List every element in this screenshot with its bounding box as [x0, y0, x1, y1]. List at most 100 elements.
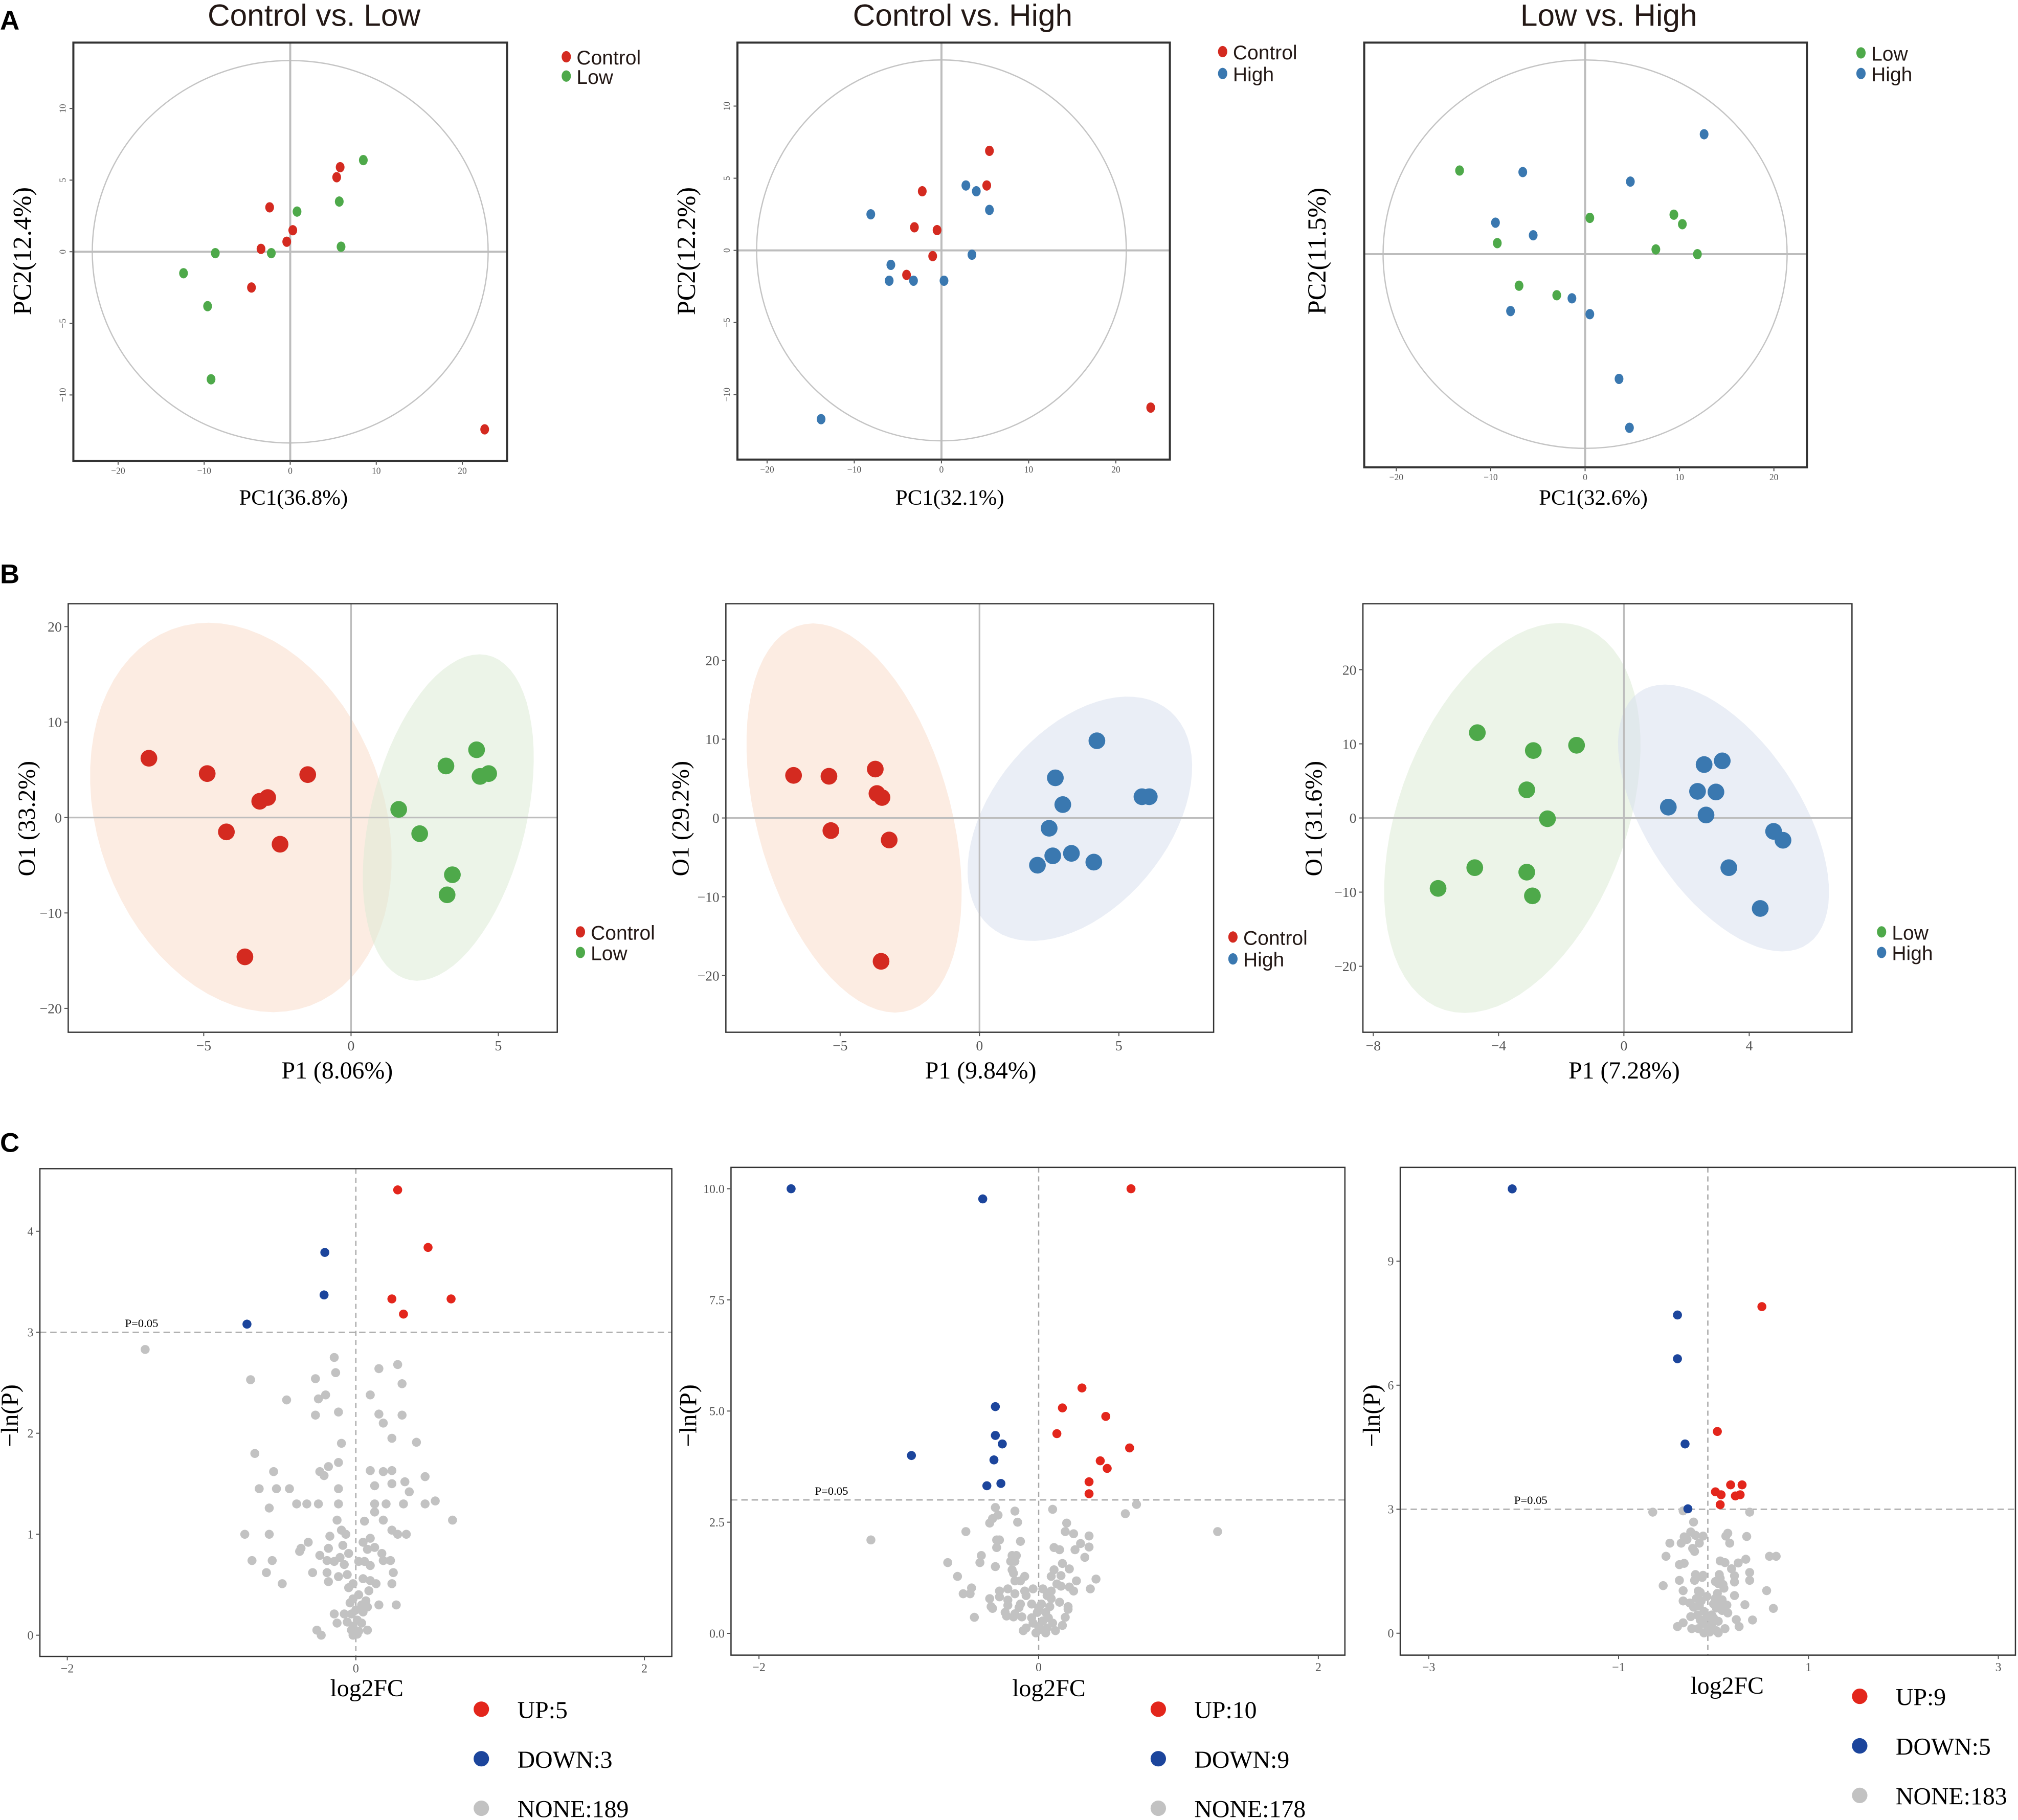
data-point	[1084, 1489, 1094, 1498]
data-point	[1529, 230, 1538, 241]
data-point	[378, 1467, 388, 1476]
y-tick-label: −10	[722, 388, 732, 402]
data-point	[272, 1484, 281, 1494]
data-point	[1056, 1571, 1066, 1580]
data-point	[1027, 1599, 1037, 1609]
data-point	[363, 1625, 372, 1635]
y-tick-label: 5	[57, 178, 68, 183]
data-point	[982, 180, 992, 191]
data-point	[1699, 129, 1709, 140]
data-point	[1714, 752, 1731, 770]
data-point	[1673, 1622, 1682, 1631]
data-point	[998, 1439, 1007, 1449]
data-point	[1084, 1542, 1094, 1552]
data-point	[303, 1538, 313, 1547]
data-point	[334, 1458, 343, 1467]
data-point	[1678, 219, 1687, 230]
data-point	[1052, 1429, 1062, 1439]
data-point	[295, 1546, 304, 1556]
y-axis-label: PC2(11.5%)	[1303, 188, 1331, 314]
data-point	[255, 1484, 264, 1494]
data-point	[405, 1487, 414, 1497]
data-point	[985, 145, 994, 156]
legend-item-up: UP:10	[1150, 1697, 1257, 1724]
series-low	[390, 741, 497, 904]
series-none	[866, 1500, 1222, 1637]
y-axis-label: O1 (29.2%)	[667, 761, 694, 877]
data-point	[1568, 737, 1585, 754]
y-tick-label: 5.0	[709, 1405, 725, 1419]
data-point	[262, 1568, 271, 1578]
data-point	[236, 948, 254, 965]
y-tick-label: 2	[27, 1427, 33, 1441]
data-point	[1063, 1605, 1073, 1614]
series-up	[1711, 1302, 1767, 1510]
data-point	[985, 1594, 995, 1603]
chart-b3: −8 −4 0 4 −20 −10 0 10 20 P1 (7.28%) O1 (31.6%) Low…	[1301, 603, 1933, 1084]
legend-label: Control	[591, 922, 655, 944]
data-point	[1506, 306, 1515, 317]
data-point	[961, 180, 971, 191]
legend-marker	[1218, 46, 1227, 58]
legend-item-low: Low	[1877, 922, 1929, 944]
legend-item-none: NONE:178	[1150, 1796, 1306, 1820]
data-point	[322, 1556, 332, 1565]
data-point	[366, 1534, 375, 1543]
data-point	[1658, 1581, 1668, 1590]
data-point	[240, 1530, 250, 1539]
legend: UP:9 DOWN:5 NONE:183	[1852, 1684, 2007, 1810]
data-point	[207, 374, 216, 385]
legend-label: Low	[1871, 43, 1908, 65]
legend-label: High	[1871, 64, 1912, 86]
data-point	[995, 1592, 1004, 1602]
data-point	[331, 1368, 341, 1378]
legend-marker	[1228, 953, 1238, 965]
data-point	[423, 1243, 433, 1252]
data-point	[378, 1419, 388, 1428]
legend-label: Control	[576, 47, 641, 69]
data-point	[1734, 1622, 1744, 1631]
data-point	[1676, 1538, 1686, 1548]
y-tick-label: 0	[712, 810, 720, 826]
legend-item-high: High	[1228, 949, 1284, 971]
data-point	[1061, 1527, 1070, 1536]
legend-item-up: UP:5	[474, 1697, 568, 1724]
x-tick-label: −20	[111, 465, 125, 476]
data-point	[412, 1437, 421, 1447]
data-point	[1466, 859, 1484, 877]
data-point	[337, 1439, 346, 1448]
x-axis-label: log2FC	[1012, 1675, 1085, 1702]
data-point	[1765, 1552, 1774, 1561]
data-point	[1734, 1558, 1743, 1568]
data-point	[1678, 1586, 1688, 1596]
data-point	[977, 1551, 986, 1560]
data-point	[370, 1499, 379, 1509]
data-point	[1730, 1591, 1739, 1600]
data-point	[1048, 1504, 1058, 1514]
x-tick-label: −1	[1612, 1661, 1625, 1674]
series-none	[141, 1345, 457, 1640]
legend-label: UP:5	[518, 1697, 568, 1724]
y-tick-label: 10.0	[703, 1183, 725, 1196]
data-point	[269, 1467, 278, 1476]
data-point	[985, 1518, 995, 1528]
data-point	[1469, 724, 1486, 742]
chart-c2: P=0.05 −2 0 2 0.0 2.5 5.0 7.5 10.0 log2FC −ln(P) UP…	[675, 1166, 1346, 1820]
data-point	[961, 1527, 971, 1536]
series-low	[1429, 724, 1585, 905]
data-point	[1567, 293, 1577, 304]
data-point	[1762, 1586, 1772, 1596]
data-point	[265, 202, 274, 213]
legend-label: DOWN:9	[1194, 1746, 1289, 1773]
chart-c3: P=0.05 −3 −1 1 3 0 3 6 9 log2FC −ln(P) UP:9 DOWN:5 NO…	[1358, 1166, 2016, 1810]
data-point	[468, 741, 485, 758]
data-point	[1726, 1480, 1735, 1490]
data-point	[480, 424, 489, 435]
legend-item-low: Low	[1856, 43, 1908, 65]
data-point	[1016, 1576, 1025, 1586]
data-point	[313, 1499, 323, 1509]
data-point	[387, 1479, 397, 1489]
data-point	[203, 301, 212, 311]
y-tick-label: −5	[57, 319, 68, 328]
data-point	[1669, 209, 1678, 220]
